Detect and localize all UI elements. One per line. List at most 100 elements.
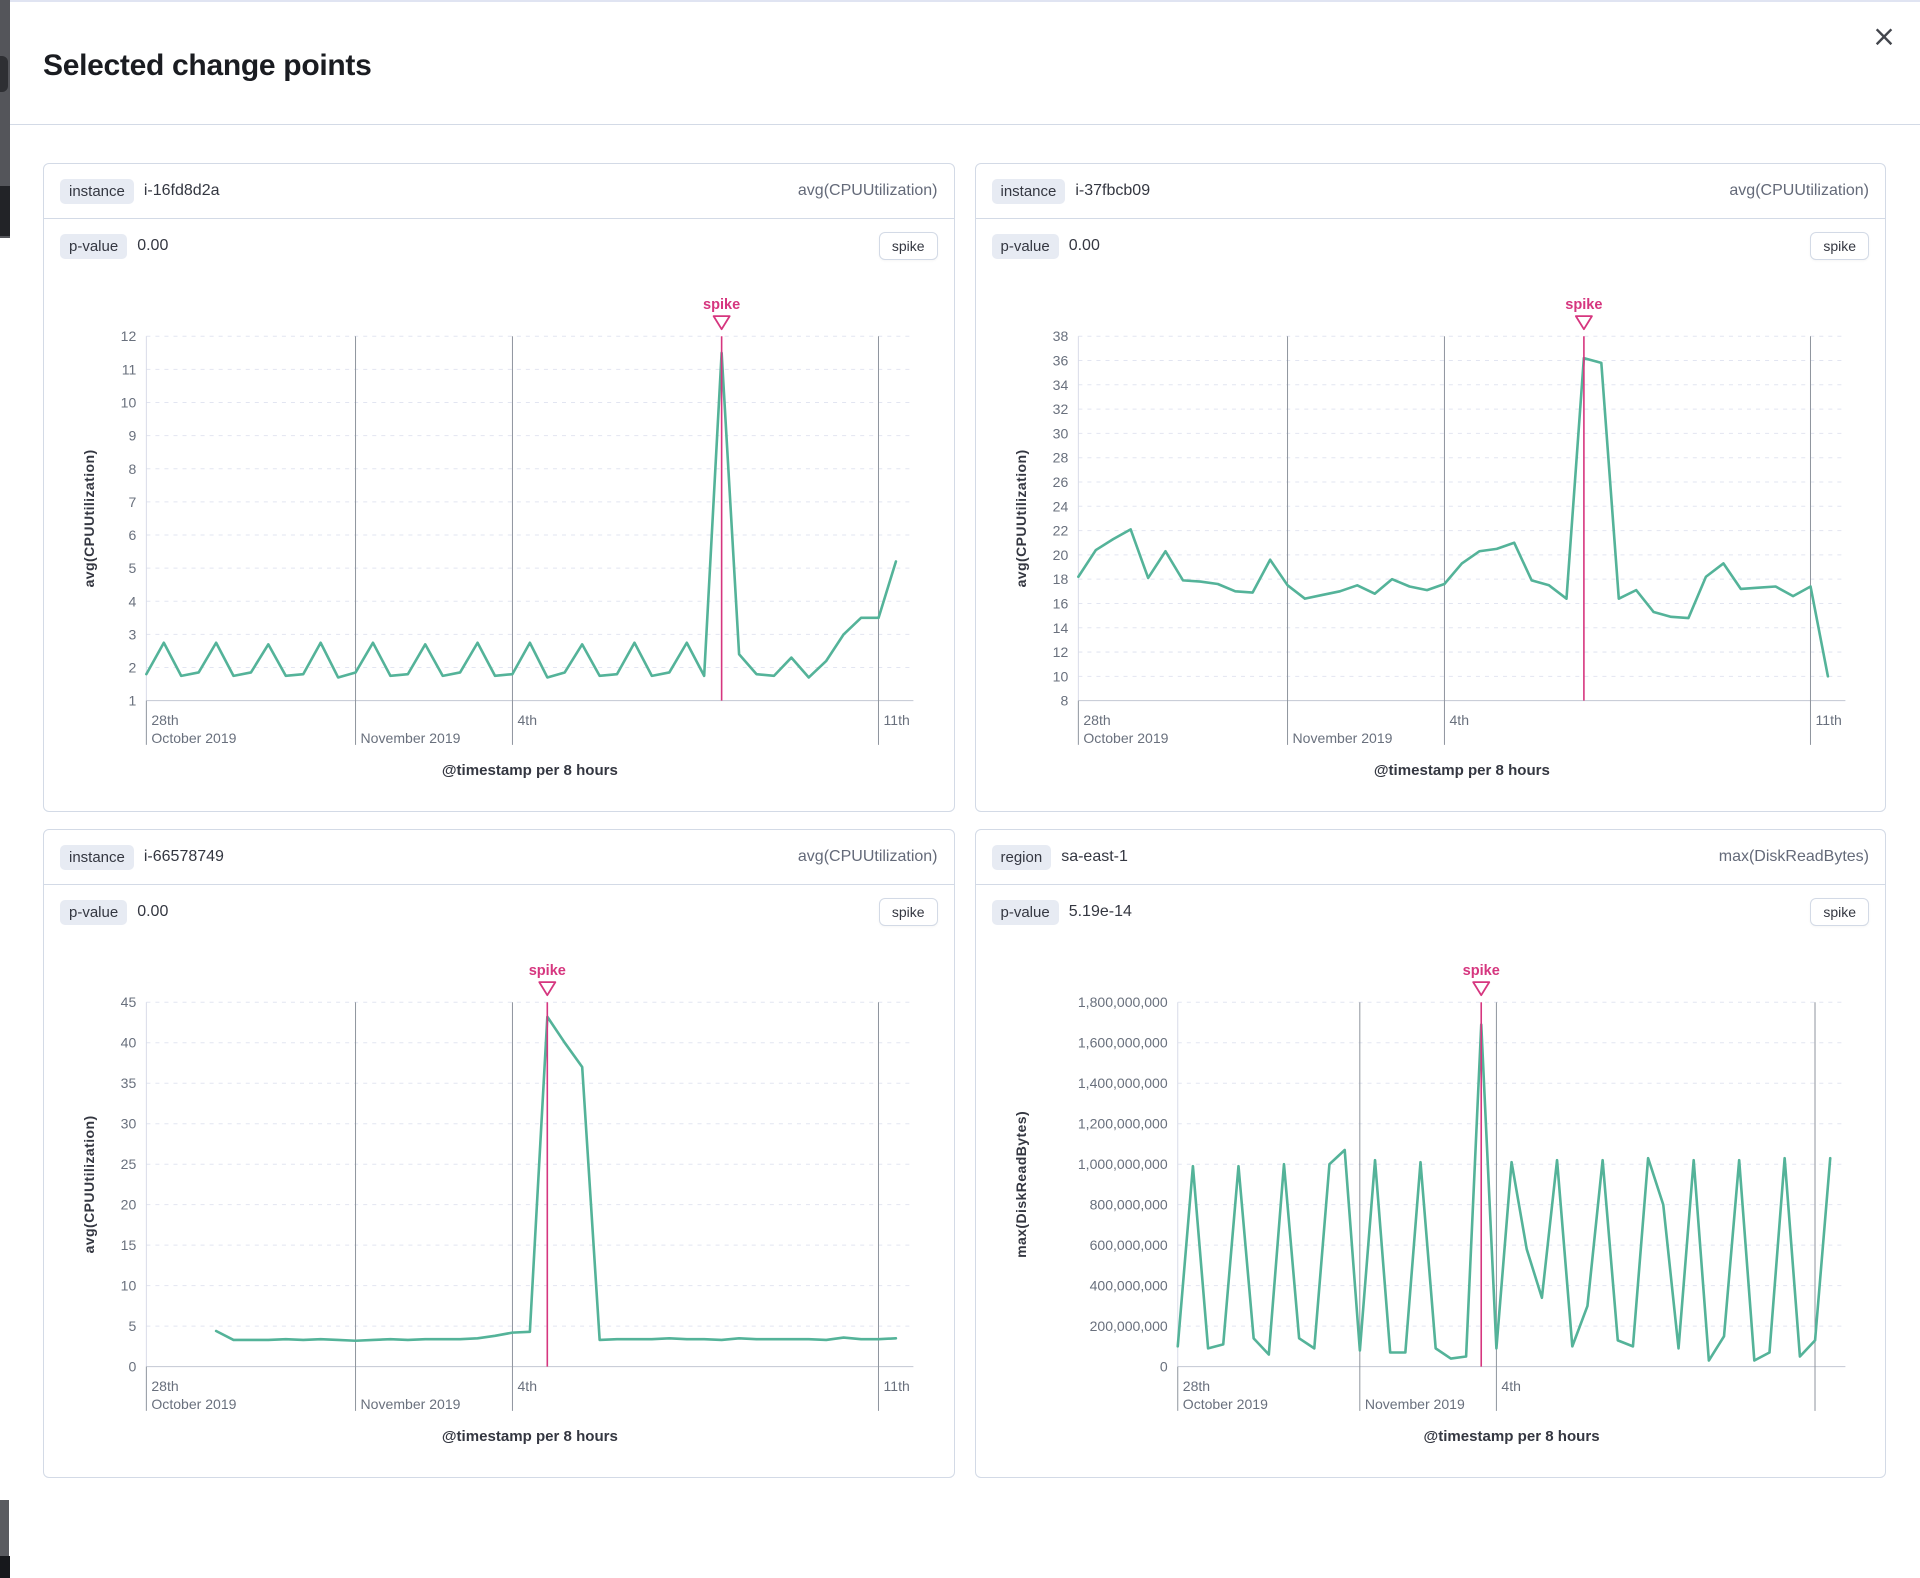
panel-pvalue-row: p-value 0.00 spike [44,885,954,939]
svg-text:15: 15 [121,1237,137,1253]
svg-text:8: 8 [1060,693,1068,709]
svg-text:12: 12 [121,328,137,344]
svg-text:4th: 4th [517,1378,537,1394]
change-points-modal: Selected change points × instance i-16fd… [10,0,1920,1578]
svg-text:avg(CPUUtilization): avg(CPUUtilization) [81,1115,97,1253]
svg-text:28: 28 [1052,450,1068,466]
field-value: i-16fd8d2a [143,182,220,199]
svg-text:12: 12 [1052,644,1068,660]
close-icon[interactable]: × [1864,16,1904,56]
field-name-badge: instance [60,178,134,204]
change-type-button[interactable]: spike [1810,232,1869,260]
svg-text:0: 0 [1159,1359,1167,1375]
svg-text:30: 30 [1052,425,1068,441]
svg-text:spike: spike [1462,963,1499,979]
p-value-badge: p-value [991,233,1059,259]
svg-text:28th: 28th [1182,1378,1209,1394]
svg-text:@timestamp per 8 hours: @timestamp per 8 hours [1423,1428,1599,1445]
svg-text:10: 10 [121,394,137,410]
svg-text:spike: spike [1565,297,1602,313]
metric-label: avg(CPUUtilization) [797,182,938,199]
p-value-badge: p-value [991,899,1059,925]
svg-text:10: 10 [1052,668,1068,684]
svg-text:4th: 4th [1449,712,1469,728]
svg-text:10: 10 [121,1278,137,1294]
svg-text:1: 1 [129,693,137,709]
metric-label: avg(CPUUtilization) [797,848,938,865]
svg-text:6: 6 [129,527,137,543]
panel-pvalue-row: p-value 5.19e-14 spike [976,885,1886,939]
svg-text:40: 40 [121,1035,137,1051]
svg-text:avg(CPUUtilization): avg(CPUUtilization) [81,449,97,587]
svg-text:35: 35 [121,1075,137,1091]
panel-pvalue-row: p-value 0.00 spike [976,219,1886,273]
svg-text:0: 0 [129,1359,137,1375]
chart[interactable]: 8 10 12 14 16 18 20 22 24 26 28 30 32 34 36 38 28th Octob… [976,273,1886,788]
chart[interactable]: 1 2 3 4 5 6 7 8 9 10 11 12 28th October 2019 November … [44,273,954,788]
svg-text:November 2019: November 2019 [1292,730,1392,746]
chart[interactable]: 0 200,000,000 400,000,000 600,000,000 800,00… [976,939,1886,1454]
change-type-button[interactable]: spike [878,232,938,260]
chart[interactable]: 0 5 10 15 20 25 30 35 40 45 28th October 2019 Novemb… [44,939,954,1454]
svg-text:45: 45 [121,994,137,1010]
svg-text:November 2019: November 2019 [1364,1396,1464,1412]
svg-text:1,400,000,000: 1,400,000,000 [1077,1075,1167,1091]
svg-text:4th: 4th [517,712,537,728]
change-point-panel: instance i-37fbcb09 avg(CPUUtilization) … [974,163,1886,812]
svg-text:8: 8 [129,461,137,477]
p-value-badge: p-value [60,233,128,259]
field-value: i-66578749 [143,848,224,865]
svg-text:October 2019: October 2019 [1182,1396,1267,1412]
metric-label: max(DiskReadBytes) [1718,848,1869,865]
p-value-badge: p-value [60,899,128,925]
svg-text:400,000,000: 400,000,000 [1089,1278,1167,1294]
panel-header-row: instance i-16fd8d2a avg(CPUUtilization) [44,164,954,219]
change-type-button[interactable]: spike [878,898,938,926]
svg-text:1,600,000,000: 1,600,000,000 [1077,1035,1167,1051]
p-value: 0.00 [137,237,169,254]
field-name-badge: instance [991,178,1066,204]
field-value: sa-east-1 [1061,848,1128,865]
svg-text:7: 7 [129,494,137,510]
svg-text:20: 20 [121,1197,137,1213]
svg-text:5: 5 [129,560,137,576]
svg-text:800,000,000: 800,000,000 [1089,1197,1167,1213]
svg-text:11th: 11th [1815,712,1841,728]
p-value: 0.00 [1068,237,1100,254]
svg-text:1,800,000,000: 1,800,000,000 [1077,994,1167,1010]
svg-text:1,000,000,000: 1,000,000,000 [1077,1156,1167,1172]
svg-text:600,000,000: 600,000,000 [1089,1237,1167,1253]
panel-header-row: instance i-66578749 avg(CPUUtilization) [44,830,954,885]
svg-text:32: 32 [1052,401,1068,417]
svg-text:38: 38 [1052,328,1068,344]
change-type-button[interactable]: spike [1810,898,1869,926]
change-point-panel: instance i-16fd8d2a avg(CPUUtilization) … [43,163,955,812]
p-value: 0.00 [137,903,169,920]
svg-text:28th: 28th [151,1378,178,1394]
svg-text:36: 36 [1052,353,1068,369]
svg-text:20: 20 [1052,547,1068,563]
svg-text:14: 14 [1052,620,1068,636]
svg-text:October 2019: October 2019 [151,1396,236,1412]
field-name-badge: instance [60,844,134,870]
panel-header-row: instance i-37fbcb09 avg(CPUUtilization) [975,164,1885,219]
svg-text:5: 5 [129,1318,137,1334]
svg-text:October 2019: October 2019 [151,730,236,746]
svg-text:30: 30 [121,1116,137,1132]
svg-text:@timestamp per 8 hours: @timestamp per 8 hours [442,762,618,779]
svg-text:11th: 11th [884,1378,910,1394]
svg-text:October 2019: October 2019 [1083,730,1168,746]
svg-text:@timestamp per 8 hours: @timestamp per 8 hours [442,1428,618,1445]
background-page-edge [0,0,10,1578]
field-value: i-37fbcb09 [1075,182,1151,199]
svg-text:4th: 4th [1501,1378,1521,1394]
page-title: Selected change points [43,49,372,82]
panel-header-row: region sa-east-1 max(DiskReadBytes) [975,830,1885,885]
svg-text:34: 34 [1052,377,1068,393]
svg-text:November 2019: November 2019 [361,730,461,746]
panels-grid: instance i-16fd8d2a avg(CPUUtilization) … [10,125,1920,1478]
svg-text:28th: 28th [1083,712,1110,728]
svg-text:11: 11 [122,361,137,377]
svg-text:spike: spike [703,297,740,313]
svg-text:24: 24 [1052,498,1068,514]
